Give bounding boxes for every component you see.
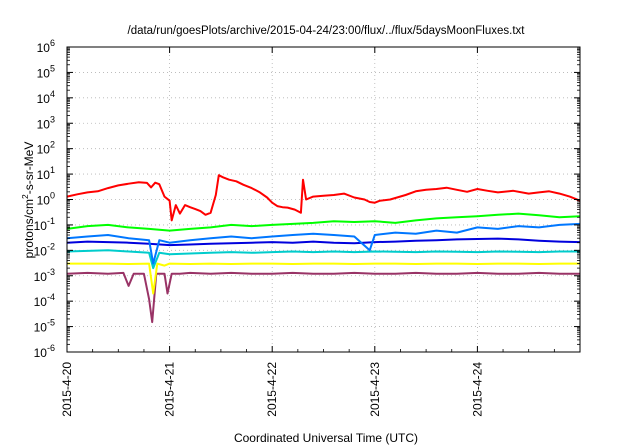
x-axis: 2015-4-20 2015-4-21 2015-4-22 2015-4-23 2015…: [60, 47, 555, 417]
series-line: [66, 212, 581, 232]
series-line: [66, 249, 580, 270]
y-axis: 10-6 10-5 10-4 10-3 10-2 10-1 100 101 102 103 104 1…: [34, 38, 580, 360]
x-axis-label: Coordinated Universal Time (UTC): [234, 431, 418, 445]
series-line: [66, 237, 581, 247]
y-axis-label: protons/cm2-s-sr-MeV: [20, 142, 36, 259]
y-tick-label: 10-6: [34, 343, 55, 360]
data-series: [66, 174, 581, 324]
y-tick-label: 10-5: [34, 318, 55, 335]
series-line: [66, 174, 581, 222]
x-tick-label: 2015-4-23: [368, 362, 382, 417]
series-line: [67, 262, 580, 295]
y-axis-label-post: -s-sr-MeV: [22, 142, 36, 195]
y-tick-label: 101: [37, 165, 55, 182]
x-tick-label: 2015-4-22: [265, 362, 279, 417]
y-tick-label: 10-4: [34, 292, 55, 309]
y-tick-label: 104: [37, 89, 55, 106]
y-tick-label: 10-2: [34, 241, 55, 258]
chart-title: /data/run/goesPlots/archive/2015-04-24/2…: [128, 25, 526, 37]
y-tick-label: 106: [37, 38, 55, 55]
y-axis-label-sup: 2: [20, 194, 30, 199]
y-axis-label-pre: protons/cm: [22, 199, 36, 258]
y-tick-label: 10-1: [34, 216, 55, 233]
x-tick-label: 2015-4-21: [163, 362, 177, 417]
series-line: [66, 222, 581, 265]
grid-lines: [67, 47, 580, 352]
y-tick-label: 100: [37, 191, 55, 208]
y-tick-label: 103: [37, 114, 55, 131]
series-line: [66, 271, 580, 324]
x-tick-label: 2015-4-20: [60, 362, 74, 417]
x-tick-label: 2015-4-24: [470, 362, 484, 417]
y-tick-label: 10-3: [34, 267, 55, 284]
y-tick-label: 105: [37, 63, 55, 80]
y-tick-label: 102: [37, 140, 55, 157]
